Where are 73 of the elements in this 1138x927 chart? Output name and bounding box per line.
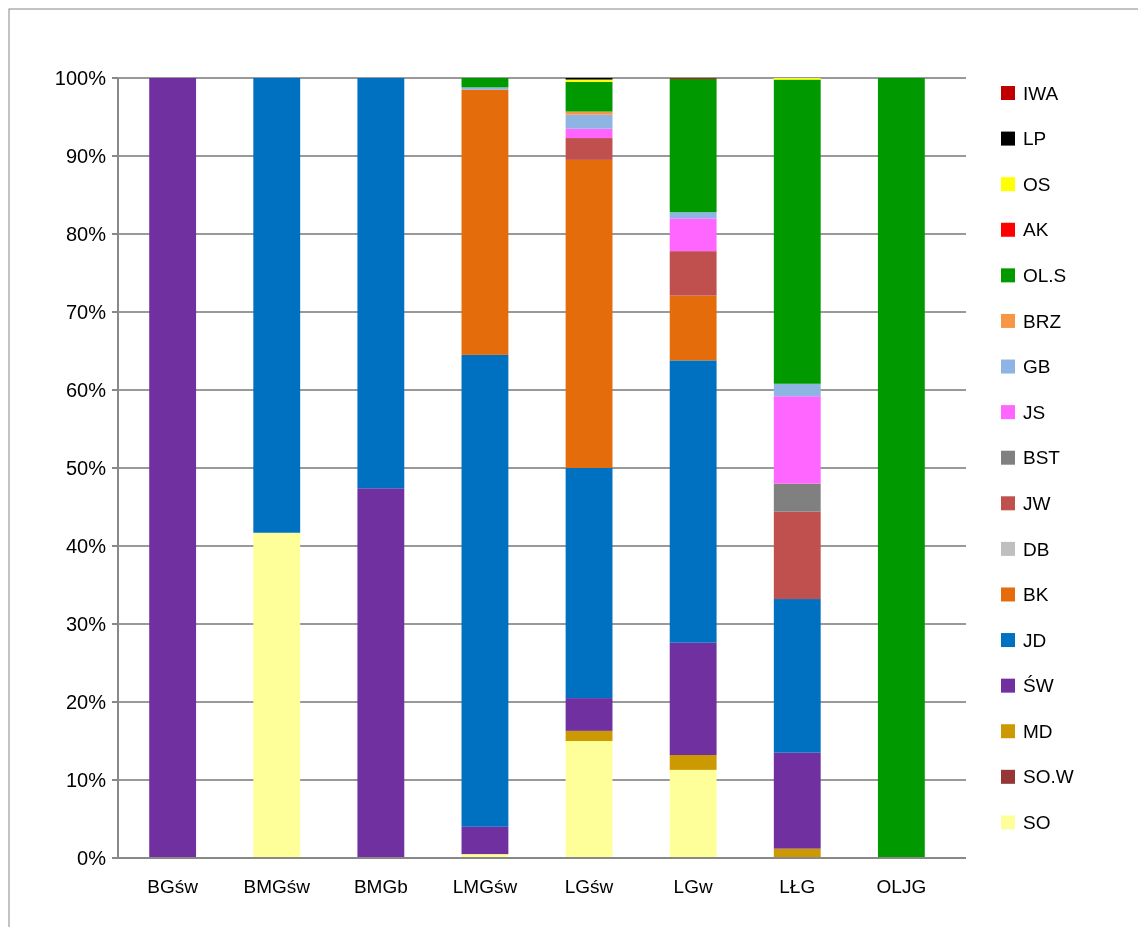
- bar: [149, 78, 197, 858]
- legend-label: JS: [1023, 401, 1046, 423]
- bar: [877, 78, 925, 858]
- bar: [669, 755, 717, 770]
- legend-label: BST: [1023, 447, 1061, 469]
- legend-label: SO.W: [1023, 766, 1074, 788]
- x-tick-label: OLJG: [876, 876, 927, 897]
- legend-label: BRZ: [1023, 310, 1062, 332]
- bar: [565, 698, 613, 731]
- bar: [565, 468, 613, 699]
- bar: [669, 360, 717, 643]
- y-tick-label: 100%: [54, 67, 107, 89]
- x-tick-label: LŁG: [779, 876, 816, 897]
- y-tick-label: 0%: [77, 847, 107, 869]
- bar: [773, 599, 821, 753]
- legend-label: BK: [1023, 584, 1049, 606]
- y-tick-label: 20%: [65, 691, 107, 713]
- bar: [773, 79, 821, 384]
- legend-label: ŚW: [1023, 675, 1054, 697]
- bar: [565, 114, 613, 129]
- legend-label: IWA: [1023, 82, 1059, 104]
- y-tick-label: 90%: [65, 145, 107, 167]
- bar: [669, 218, 717, 252]
- bar: [669, 769, 717, 858]
- bar: [565, 730, 613, 741]
- legend-label: MD: [1023, 720, 1053, 742]
- bar: [357, 488, 405, 858]
- bar: [565, 741, 613, 858]
- legend-label: OL.S: [1023, 265, 1067, 286]
- bar: [773, 483, 821, 512]
- bar: [669, 78, 717, 213]
- bar: [773, 383, 821, 397]
- legend-label: SO: [1023, 812, 1051, 834]
- legend-label: LP: [1023, 128, 1047, 150]
- bar: [773, 396, 821, 484]
- x-tick-label: LGw: [673, 876, 713, 897]
- bar: [565, 159, 613, 468]
- bar: [773, 752, 821, 849]
- bar: [669, 642, 717, 756]
- bar: [461, 87, 509, 90]
- y-tick-label: 40%: [65, 535, 107, 557]
- legend-label: OS: [1023, 173, 1051, 195]
- bar: [669, 212, 717, 219]
- bar: [357, 78, 405, 489]
- bar: [669, 251, 717, 296]
- y-tick-label: 70%: [65, 301, 107, 323]
- bar: [565, 81, 613, 112]
- legend-label: DB: [1023, 538, 1050, 560]
- bar: [565, 138, 613, 160]
- x-tick-label: BGśw: [147, 876, 199, 897]
- y-tick-label: 30%: [65, 613, 107, 635]
- bar: [461, 78, 509, 88]
- bar: [253, 532, 301, 858]
- legend-label: AK: [1023, 219, 1049, 241]
- y-tick-label: 10%: [65, 769, 107, 791]
- bar: [461, 89, 509, 355]
- x-tick-label: BMGśw: [243, 876, 311, 897]
- y-tick-label: 50%: [65, 457, 107, 479]
- y-tick-label: 60%: [65, 379, 107, 401]
- bar: [565, 111, 613, 115]
- bar: [461, 354, 509, 827]
- legend-label: JD: [1023, 629, 1047, 651]
- x-tick-label: LGśw: [564, 876, 614, 897]
- bar: [773, 511, 821, 600]
- x-tick-label: BMGb: [353, 876, 408, 897]
- x-tick-label: LMGśw: [452, 876, 518, 897]
- bar: [669, 295, 717, 361]
- legend-label: JW: [1023, 492, 1051, 514]
- y-tick-label: 80%: [65, 223, 107, 245]
- bar: [565, 128, 613, 139]
- legend-label: GB: [1023, 356, 1051, 378]
- bar: [461, 826, 509, 855]
- bar: [253, 78, 301, 533]
